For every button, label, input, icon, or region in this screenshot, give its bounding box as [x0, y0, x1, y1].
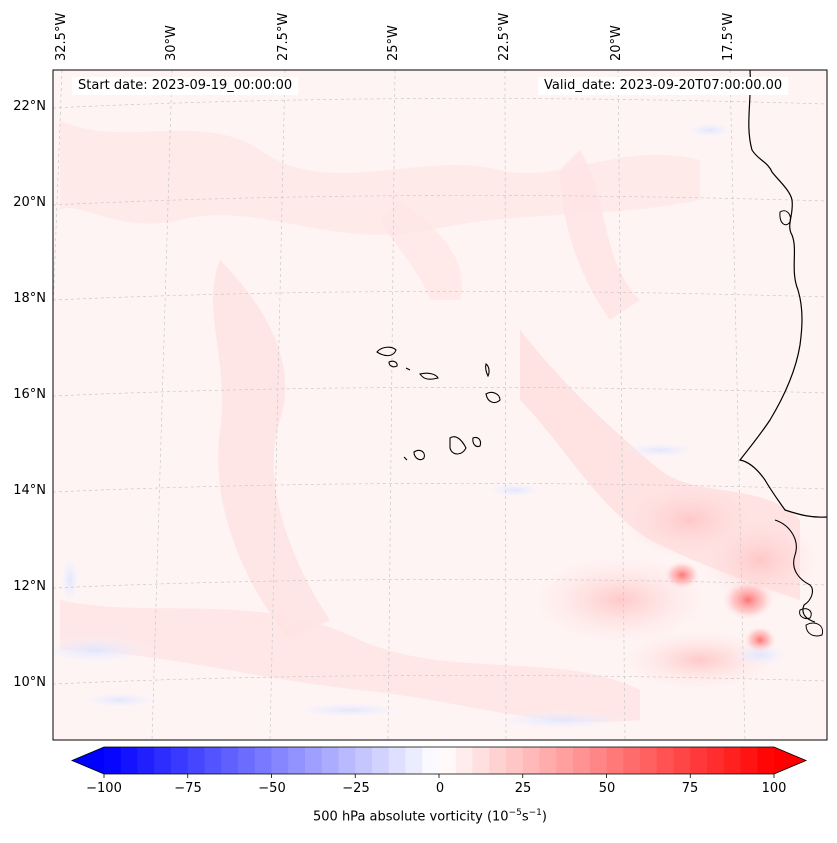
- start-date-label: Start date: 2023-09-19_00:00:00: [72, 77, 299, 95]
- cape-verde-islands: [376, 346, 501, 461]
- colorbar-segment: [589, 747, 607, 774]
- colorbar-tick-label: 50: [598, 781, 616, 796]
- colorbar-segment: [405, 747, 423, 774]
- colorbar-segment: [137, 747, 155, 774]
- colorbar-segment: [439, 747, 457, 774]
- colorbar-segment: [606, 747, 624, 774]
- colorbar-segment: [707, 747, 725, 774]
- lat-label: 18°N: [13, 291, 46, 306]
- colorbar-segment: [623, 747, 641, 774]
- colorbar-segment: [288, 747, 306, 774]
- colorbar-segment: [539, 747, 557, 774]
- lat-label: 14°N: [13, 483, 46, 498]
- colorbar-extend-min: [72, 747, 104, 774]
- colorbar-segment: [506, 747, 524, 774]
- map-frame: [52, 69, 828, 741]
- colorbar-segment: [355, 747, 373, 774]
- colorbar-segment: [238, 747, 256, 774]
- colorbar-segment: [338, 747, 356, 774]
- lon-label: 27.5°W: [276, 12, 291, 61]
- colorbar-tick-label: −50: [258, 781, 286, 796]
- lat-label: 10°N: [13, 675, 46, 690]
- colorbar-segment: [522, 747, 540, 774]
- colorbar-tick-label: −75: [174, 781, 202, 796]
- colorbar-segment: [455, 747, 473, 774]
- colorbar-segment: [422, 747, 440, 774]
- colorbar-tick-label: 0: [435, 781, 445, 796]
- colorbar-segment: [104, 747, 122, 774]
- lat-label: 16°N: [13, 387, 46, 402]
- lon-label: 20°W: [609, 25, 624, 61]
- colorbar-segment: [573, 747, 591, 774]
- lon-label: 30°W: [164, 25, 179, 61]
- colorbar-tick-label: −100: [86, 781, 122, 796]
- colorbar-segment: [271, 747, 289, 774]
- lat-label: 22°N: [13, 99, 46, 114]
- colorbar-tick-label: 25: [514, 781, 532, 796]
- colorbar-segment: [305, 747, 323, 774]
- gridlines: [53, 70, 827, 740]
- lon-label: 32.5°W: [54, 12, 69, 61]
- colorbar-segment: [154, 747, 172, 774]
- colorbar-segment: [120, 747, 138, 774]
- colorbar-tick-label: 75: [681, 781, 699, 796]
- colorbar-segment: [740, 747, 758, 774]
- colorbar-segment: [757, 747, 775, 774]
- africa-coastline: [738, 70, 827, 518]
- colorbar-segment: [723, 747, 741, 774]
- lon-label: 17.5°W: [721, 12, 736, 61]
- colorbar-segment: [489, 747, 507, 774]
- lat-label: 20°N: [13, 195, 46, 210]
- colorbar-segment: [254, 747, 272, 774]
- colorbar-segment: [673, 747, 691, 774]
- lon-label: 25°W: [386, 25, 401, 61]
- colorbar-segment: [372, 747, 390, 774]
- colorbar-extend-max: [774, 747, 806, 774]
- colorbar-segment: [187, 747, 205, 774]
- colorbar-segment: [204, 747, 222, 774]
- valid-date-label: Valid_date: 2023-09-20T07:00:00.00: [538, 77, 789, 95]
- colorbar-segment: [472, 747, 490, 774]
- colorbar-segment: [640, 747, 658, 774]
- colorbar-segment: [556, 747, 574, 774]
- colorbar-segment: [656, 747, 674, 774]
- vorticity-field: [53, 70, 827, 740]
- lat-label: 12°N: [13, 579, 46, 594]
- colorbar-segment: [388, 747, 406, 774]
- colorbar-segment: [321, 747, 339, 774]
- colorbar-segment: [690, 747, 708, 774]
- colorbar-tick-label: −25: [342, 781, 370, 796]
- colorbar-segment: [171, 747, 189, 774]
- lon-label: 22.5°W: [497, 12, 512, 61]
- colorbar-label: 500 hPa absolute vorticity (10−5s−1): [313, 808, 547, 825]
- colorbar-segment: [221, 747, 239, 774]
- colorbar-tick-label: 100: [761, 781, 787, 796]
- colorbar: [70, 746, 808, 778]
